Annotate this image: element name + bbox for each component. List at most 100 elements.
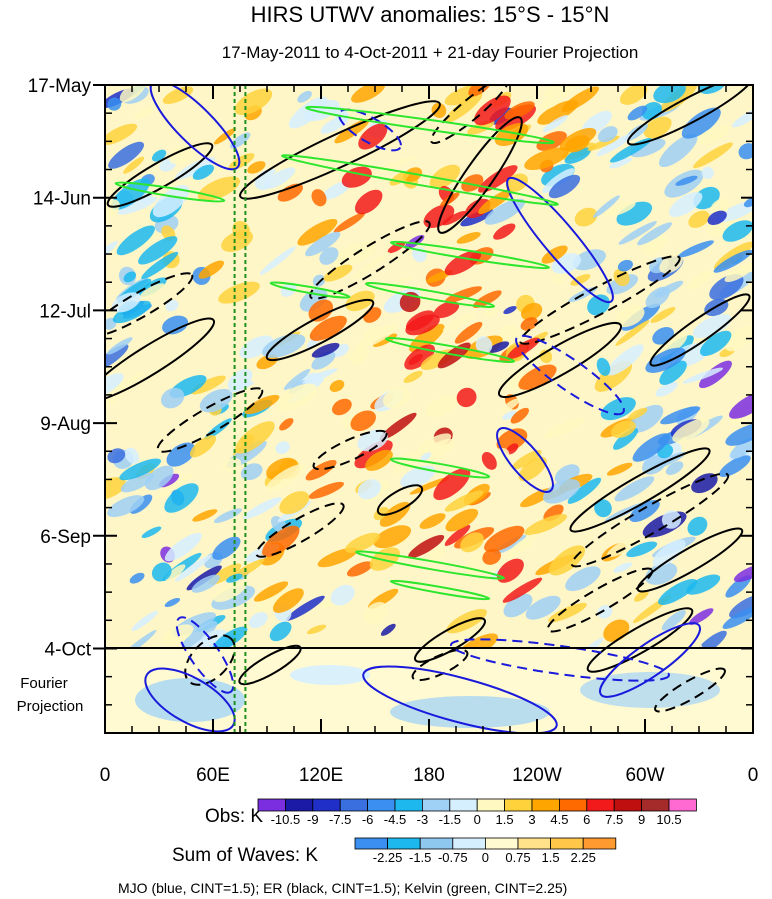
anomaly-cell (482, 548, 502, 565)
colorbar-label: -7.5 (329, 812, 351, 827)
anomaly-cell (730, 437, 753, 459)
colorbar-label: -10.5 (271, 812, 301, 827)
anomaly-cell (239, 335, 274, 359)
anomaly-cell (548, 545, 586, 576)
anomaly-cell (661, 510, 682, 529)
colorbar-label: 3 (528, 812, 535, 827)
anomaly-cell (305, 459, 337, 481)
anomaly-cell (288, 96, 328, 129)
anomaly-cell (609, 157, 633, 169)
colorbar-swatch (354, 837, 388, 850)
anomaly-cell (131, 610, 158, 631)
colorbar-swatch (284, 798, 314, 812)
anomaly-cell (351, 252, 390, 280)
anomaly-cell (181, 621, 218, 648)
y-tick-label: 12-Jul (39, 301, 91, 322)
anomaly-cell (400, 465, 436, 488)
anomaly-cell (548, 174, 581, 199)
anomaly-cell (308, 299, 334, 322)
colorbar-label: 0.75 (505, 850, 530, 865)
anomaly-cell (498, 325, 520, 347)
anomaly-cell (688, 608, 714, 625)
y-tick-label: 6-Sep (40, 527, 91, 548)
anomaly-cell (484, 525, 525, 552)
anomaly-cell (192, 509, 218, 522)
anomaly-cell (518, 364, 557, 390)
colorbar-label: 1.5 (496, 812, 514, 827)
anomaly-cell (309, 315, 347, 341)
anomaly-cell (597, 126, 618, 143)
colorbar-label: 0 (474, 812, 481, 827)
anomaly-cell (543, 417, 586, 439)
anomaly-cell (389, 171, 410, 186)
colorbar-swatch (641, 798, 670, 812)
anomaly-cell (105, 384, 129, 409)
anomaly-cell (444, 92, 483, 123)
anomaly-cell (332, 398, 352, 416)
anomaly-cell (259, 246, 296, 276)
anomaly-cell (164, 532, 202, 562)
colorbar-swatch (613, 798, 643, 812)
x-tick-label: 60W (625, 765, 664, 786)
anomaly-cell (403, 370, 423, 383)
anomaly-cell (108, 141, 145, 169)
anomaly-cell (164, 564, 186, 582)
anomaly-cell (503, 305, 517, 315)
anomaly-cell (442, 211, 467, 226)
anomaly-cell (140, 283, 165, 299)
anomaly-cell (152, 184, 190, 218)
anomaly-cell (213, 579, 248, 603)
anomaly-cell (658, 579, 698, 605)
anomaly-cell (567, 477, 602, 504)
anomaly-cell (650, 307, 676, 323)
anomaly-cell (506, 533, 537, 559)
anomaly-cell (262, 525, 300, 557)
anomaly-cell (129, 572, 145, 584)
colorbar-swatch (419, 837, 454, 850)
anomaly-cell (112, 300, 151, 324)
colorbar-label: 4.5 (550, 812, 568, 827)
anomaly-cell (308, 481, 344, 499)
anomaly-cell (165, 300, 179, 312)
anomaly-cell (349, 347, 369, 364)
anomaly-cell (358, 123, 388, 150)
colorbar-label: 9 (638, 812, 645, 827)
anomaly-cell (520, 317, 538, 331)
anomaly-cell (650, 331, 688, 359)
anomaly-cell (613, 562, 633, 573)
colorbar-swatch (476, 798, 506, 812)
anomaly-cell (618, 221, 657, 245)
anomaly-cell (733, 564, 753, 582)
colorbar-label: 2.25 (571, 850, 596, 865)
anomaly-cell (606, 462, 633, 476)
y-axis: 17-May 14-Jun 12-Jul 9-Aug 6-Sep 4-Oct (28, 76, 753, 706)
anomaly-cell (162, 315, 189, 335)
anomaly-cell (617, 259, 633, 272)
anomaly-cell (444, 250, 482, 276)
anomaly-cell (597, 605, 613, 619)
anomaly-cell (510, 407, 529, 424)
anomaly-cell (719, 455, 751, 477)
colorbar-swatch (421, 798, 451, 812)
anomaly-cell (307, 624, 327, 635)
anomaly-cell (107, 495, 145, 518)
colorbar-swatch (559, 798, 588, 812)
anomaly-cell (323, 264, 353, 282)
anomaly-cell (425, 231, 452, 254)
anomaly-cell (632, 433, 671, 462)
projection-label-line1: Fourier (20, 675, 68, 692)
anomaly-cell (265, 463, 306, 492)
anomaly-cell (420, 452, 432, 461)
colorbar-swatch (449, 798, 478, 812)
anomaly-cell (302, 368, 338, 384)
anomaly-cell (732, 107, 753, 128)
anomaly-cell (433, 301, 460, 319)
anomaly-cell (518, 456, 547, 482)
anomaly-cell (574, 207, 598, 227)
colorbar-swatch (339, 798, 369, 812)
anomaly-cell (373, 525, 412, 549)
anomaly-cell (565, 566, 601, 592)
anomaly-cell (275, 441, 290, 454)
y-tick-label: 14-Jun (33, 189, 91, 210)
anomaly-cell (379, 412, 417, 441)
